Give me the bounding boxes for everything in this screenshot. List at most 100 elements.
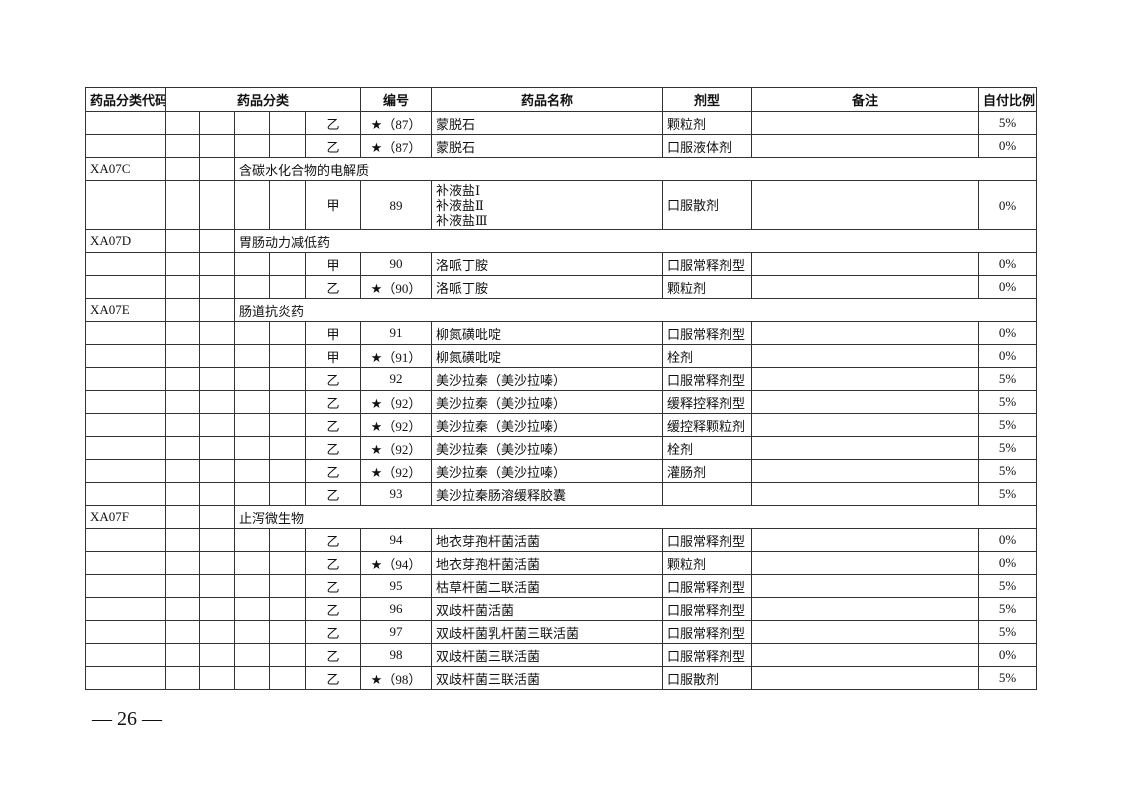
drug-name-cell: 双歧杆菌三联活菌 [431,643,663,667]
ratio-cell: 0% [978,180,1037,230]
drug-name-cell: 洛哌丁胺 [431,275,663,299]
grade-cell: 乙 [305,275,361,299]
remark-cell [751,134,979,158]
header-row: 药品分类代码 药品分类 编号 药品名称 剂型 备注 自付比例 [85,87,1037,112]
number-cell: 92 [360,367,432,391]
form-cell: 颗粒剂 [662,111,752,135]
empty-cell [165,367,200,391]
table-row: 甲 ★（91） 柳氮磺吡啶 栓剂 0% [85,344,1037,368]
empty-cell [165,298,200,322]
drug-name-line: 美沙拉秦（美沙拉嗪） [436,418,567,434]
category-code: XA07C [85,157,166,181]
table-row: 甲 89 补液盐Ⅰ 补液盐Ⅱ 补液盐Ⅲ 口服散剂 0% [85,180,1037,230]
empty-cell [165,666,200,690]
table-row: 乙 98 双歧杆菌三联活菌 口服常释剂型 0% [85,643,1037,667]
drug-name-line: 美沙拉秦（美沙拉嗪） [436,395,567,411]
grade-cell: 乙 [305,643,361,667]
empty-cell [269,413,306,437]
drug-name-cell: 美沙拉秦肠溶缓释胶囊 [431,482,663,506]
number-cell: ★（98） [360,666,432,690]
drug-name-line: 补液盐Ⅰ [436,182,481,198]
ratio-cell: 0% [978,551,1037,575]
number-cell: 98 [360,643,432,667]
form-cell [662,482,752,506]
table-row: 乙 93 美沙拉秦肠溶缓释胶囊 5% [85,482,1037,506]
empty-cell [269,574,306,598]
empty-cell [234,666,270,690]
empty-cell [165,390,200,414]
drug-name-line: 枯草杆菌二联活菌 [436,579,541,595]
empty-cell [85,321,166,345]
drug-name-line: 地衣芽孢杆菌活菌 [436,556,541,572]
drug-name-line: 双歧杆菌三联活菌 [436,648,541,664]
empty-cell [85,574,166,598]
ratio-cell: 0% [978,321,1037,345]
grade-cell: 甲 [305,252,361,276]
empty-cell [199,620,235,644]
form-cell: 缓控释颗粒剂 [662,413,752,437]
empty-cell [199,666,235,690]
ratio-cell: 0% [978,643,1037,667]
drug-name-line: 美沙拉秦肠溶缓释胶囊 [436,487,567,503]
table-row: 乙 ★（92） 美沙拉秦（美沙拉嗪） 栓剂 5% [85,436,1037,460]
table-row: 乙 ★（98） 双歧杆菌三联活菌 口服散剂 5% [85,666,1037,690]
drug-name-line: 美沙拉秦（美沙拉嗪） [436,464,567,480]
empty-cell [199,252,235,276]
empty-cell [85,643,166,667]
remark-cell [751,620,979,644]
number-cell: 97 [360,620,432,644]
number-cell: 96 [360,597,432,621]
empty-cell [269,436,306,460]
grade-cell: 乙 [305,482,361,506]
table-row: 乙 95 枯草杆菌二联活菌 口服常释剂型 5% [85,574,1037,598]
form-cell: 口服常释剂型 [662,367,752,391]
empty-cell [165,528,200,552]
drug-name-line: 补液盐Ⅱ [436,197,484,213]
ratio-cell: 5% [978,413,1037,437]
drug-name-cell: 地衣芽孢杆菌活菌 [431,551,663,575]
empty-cell [165,134,200,158]
empty-cell [85,111,166,135]
table-row: 乙 ★（87） 蒙脱石 颗粒剂 5% [85,111,1037,135]
drug-name-line: 双歧杆菌活菌 [436,602,515,618]
ratio-cell: 5% [978,666,1037,690]
number-cell: 91 [360,321,432,345]
drug-name-cell: 蒙脱石 [431,134,663,158]
grade-cell: 甲 [305,344,361,368]
grade-cell: 乙 [305,134,361,158]
drug-name-cell: 蒙脱石 [431,111,663,135]
remark-cell [751,180,979,230]
empty-cell [234,180,270,230]
drug-name-cell: 美沙拉秦（美沙拉嗪） [431,413,663,437]
remark-cell [751,367,979,391]
empty-cell [199,413,235,437]
ratio-cell: 5% [978,574,1037,598]
number-cell: ★（92） [360,413,432,437]
grade-cell: 甲 [305,180,361,230]
drug-name-line: 地衣芽孢杆菌活菌 [436,533,541,549]
grade-cell: 乙 [305,413,361,437]
form-cell: 栓剂 [662,344,752,368]
empty-cell [165,275,200,299]
form-cell: 缓释控释剂型 [662,390,752,414]
empty-cell [199,505,235,529]
ratio-cell: 0% [978,275,1037,299]
grade-cell: 乙 [305,390,361,414]
drug-name-cell: 双歧杆菌活菌 [431,597,663,621]
ratio-cell: 5% [978,111,1037,135]
ratio-cell: 5% [978,597,1037,621]
number-cell: ★（92） [360,390,432,414]
drug-name-cell: 柳氮磺吡啶 [431,344,663,368]
page-number: — 26 — [92,708,162,730]
empty-cell [165,321,200,345]
table-row: 乙 ★（92） 美沙拉秦（美沙拉嗪） 灌肠剂 5% [85,459,1037,483]
empty-cell [234,321,270,345]
table-row: 乙 92 美沙拉秦（美沙拉嗪） 口服常释剂型 5% [85,367,1037,391]
empty-cell [234,620,270,644]
remark-cell [751,574,979,598]
drug-name-line: 补液盐Ⅲ [436,212,488,228]
grade-cell: 乙 [305,436,361,460]
empty-cell [165,344,200,368]
table-row: 乙 ★（92） 美沙拉秦（美沙拉嗪） 缓释控释剂型 5% [85,390,1037,414]
form-cell: 颗粒剂 [662,275,752,299]
